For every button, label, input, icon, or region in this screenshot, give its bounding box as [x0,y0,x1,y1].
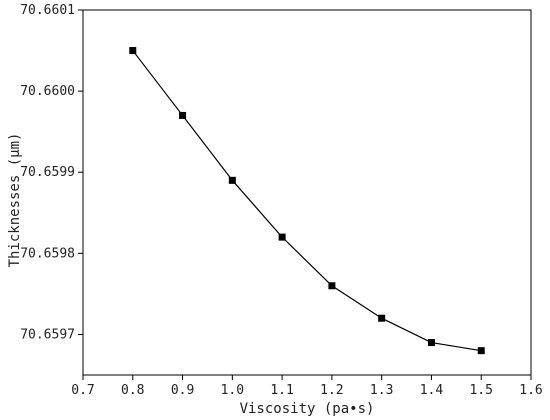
x-tick-label: 0.7 [71,383,94,398]
y-tick-label: 70.6599 [20,165,75,180]
data-point [278,233,286,241]
data-point [427,339,435,347]
y-tick-label: 70.6597 [20,327,75,342]
data-point [328,282,336,290]
x-tick-label: 1.0 [221,383,244,398]
data-point [378,314,386,322]
y-tick-label: 70.6601 [20,3,75,18]
data-point [477,347,485,355]
x-axis-ticks: 0.7 0.8 0.9 1.0 1.1 1.2 1.3 1.4 1.5 1.6 [71,375,543,398]
x-tick-label: 0.8 [121,383,144,398]
plot-frame [82,9,532,376]
x-tick-label: 1.5 [469,383,492,398]
y-axis-label: Thicknesses (μm) [7,133,23,268]
plot-border [82,9,532,376]
data-point [228,176,236,184]
x-tick-label: 1.2 [320,383,343,398]
x-axis-label: Viscosity (pa•s) [240,401,375,417]
x-tick-label: 1.6 [519,383,542,398]
data-point [129,47,137,55]
x-tick-label: 1.1 [270,383,293,398]
x-tick-label: 0.9 [171,383,194,398]
y-tick-label: 70.6598 [20,246,75,261]
series-line [132,50,482,352]
data-point [179,111,187,119]
y-axis-ticks: 70.6597 70.6598 70.6599 70.6600 70.6601 [20,3,83,342]
series-layer [129,47,485,355]
x-tick-label: 1.3 [370,383,393,398]
y-tick-label: 70.6600 [20,84,75,99]
x-tick-label: 1.4 [420,383,444,398]
